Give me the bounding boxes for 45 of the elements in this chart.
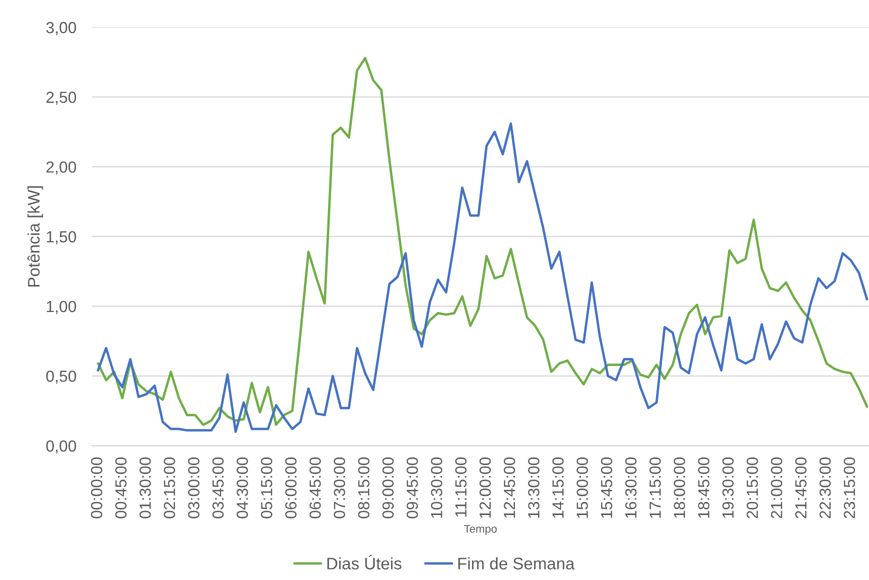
x-tick-label: 12:45:00	[504, 457, 516, 518]
x-tick-label: 22:30:00	[820, 457, 831, 518]
x-tick-label: 06:45:00	[310, 457, 321, 518]
x-tick-label: 14:15:00	[552, 457, 564, 518]
line-series	[96, 122, 868, 433]
x-tick-label: 17:15:00	[650, 457, 661, 518]
x-tick-label: 00:45:00	[115, 457, 127, 518]
line-series	[96, 56, 868, 426]
y-tick-label: 0,50	[46, 370, 76, 384]
x-tick-label: 16:30:00	[625, 457, 637, 518]
x-tick-label: 01:30:00	[140, 457, 151, 518]
x-tick-label: 13:30:00	[528, 457, 540, 518]
x-tick-label: 18:00:00	[674, 457, 686, 518]
y-tick-label: 1,00	[46, 300, 76, 314]
y-tick-label: 3,00	[46, 22, 76, 36]
y-tick-label: 1,50	[46, 231, 76, 244]
x-tick-label: 21:45:00	[795, 457, 807, 518]
x-tick-label: 03:00:00	[188, 457, 200, 518]
x-tick-label: 10:30:00	[430, 457, 442, 518]
x-tick-label: 23:15:00	[844, 457, 856, 518]
x-tick-label: 02:15:00	[164, 457, 176, 518]
x-tick-label: 09:45:00	[406, 457, 418, 518]
x-tick-label: 21:00:00	[770, 457, 782, 518]
y-axis-title: Potência [kW]	[27, 186, 43, 287]
x-tick-label: 07:30:00	[334, 457, 346, 518]
x-tick-label: 03:45:00	[212, 457, 224, 518]
x-tick-label: 15:00:00	[576, 457, 588, 518]
x-tick-label: 18:45:00	[698, 457, 710, 518]
x-tick-label: 06:00:00	[285, 457, 297, 518]
y-tick-label: 2,50	[46, 92, 76, 105]
x-tick-label: 11:15:00	[455, 457, 467, 517]
x-tick-label: 12:00:00	[480, 457, 491, 518]
x-tick-label: 15:45:00	[600, 457, 612, 518]
y-tick-label: 0,00	[46, 440, 76, 454]
x-tick-label: 00:00:00	[90, 457, 102, 518]
x-axis-title: Tempo	[464, 524, 497, 535]
x-tick-label: 20:15:00	[746, 457, 758, 518]
x-tick-label: 04:30:00	[236, 457, 248, 518]
legend-label: Dias Úteis	[327, 554, 402, 570]
legend-label: Fim de Semana	[458, 557, 575, 570]
x-tick-label: 19:30:00	[722, 457, 734, 518]
x-tick-label: 08:15:00	[358, 457, 370, 518]
y-tick-label: 2,00	[46, 161, 76, 175]
x-tick-label: 09:00:00	[382, 457, 394, 518]
x-tick-label: 05:15:00	[260, 457, 272, 518]
